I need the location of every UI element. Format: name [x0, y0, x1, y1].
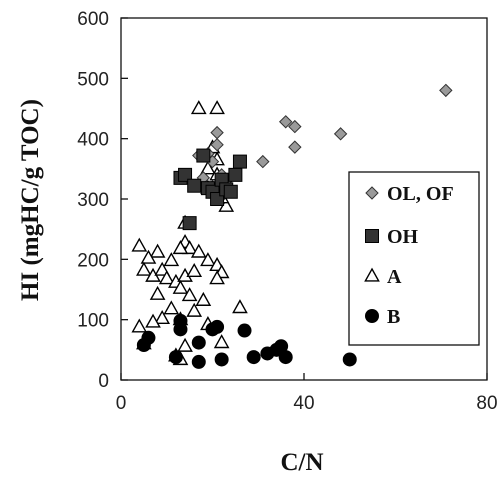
point-2-33 — [197, 293, 210, 305]
y-tick-label-2: 200 — [77, 250, 109, 271]
point-1-2 — [188, 179, 201, 192]
legend-label-3: B — [387, 306, 400, 328]
y-tick-label-5: 500 — [77, 69, 109, 90]
point-3-11 — [247, 350, 261, 364]
x-tick-label-2: 80 — [476, 393, 497, 414]
point-2-0 — [192, 102, 205, 114]
y-tick-label-1: 100 — [77, 311, 109, 332]
x-tick-label-1: 40 — [293, 393, 314, 414]
point-2-35 — [188, 304, 201, 316]
point-2-31 — [151, 287, 164, 299]
point-0-3 — [335, 128, 347, 140]
legend-label-2: A — [387, 266, 402, 288]
point-2-43 — [178, 339, 191, 351]
legend-marker-1 — [366, 230, 379, 243]
point-3-1 — [141, 331, 155, 345]
point-3-10 — [215, 352, 229, 366]
legend-label-0: OL, OF — [387, 183, 454, 205]
point-3-8 — [169, 350, 183, 364]
point-2-21 — [137, 263, 150, 275]
y-tick-label-4: 400 — [77, 130, 109, 151]
point-2-38 — [133, 320, 146, 332]
point-1-11 — [233, 155, 246, 168]
point-3-15 — [279, 350, 293, 364]
x-axis-label: C/N — [280, 449, 323, 476]
y-axis-label: HI (mgHC/g TOC) — [17, 99, 44, 301]
point-0-5 — [257, 156, 269, 168]
point-3-7 — [192, 336, 206, 350]
point-0-6 — [211, 127, 223, 139]
x-tick-label-0: 0 — [116, 393, 127, 414]
point-2-42 — [215, 336, 228, 348]
point-2-41 — [233, 301, 246, 313]
x-tick-labels: 0 40 80 — [116, 393, 498, 414]
point-1-12 — [183, 217, 196, 230]
legend-label-1: OH — [387, 226, 419, 248]
point-1-10 — [229, 168, 242, 181]
point-2-34 — [165, 302, 178, 314]
y-tick-label-0: 0 — [98, 371, 109, 392]
point-3-3 — [173, 322, 187, 336]
point-2-27 — [188, 264, 201, 276]
point-0-0 — [440, 84, 452, 96]
point-2-14 — [133, 239, 146, 251]
point-2-20 — [165, 254, 178, 266]
point-3-6 — [238, 324, 252, 338]
y-tick-label-6: 600 — [77, 9, 109, 30]
point-1-9 — [224, 185, 237, 198]
y-tick-label-3: 300 — [77, 190, 109, 211]
point-3-9 — [192, 355, 206, 369]
legend-marker-3 — [365, 309, 379, 323]
y-tick-labels: 0 100 200 300 400 500 600 — [77, 9, 109, 392]
point-3-16 — [343, 352, 357, 366]
point-2-15 — [151, 245, 164, 257]
point-0-4 — [289, 141, 301, 153]
point-1-3 — [197, 149, 210, 162]
point-3-5 — [206, 322, 220, 336]
point-2-1 — [210, 102, 223, 114]
legend: OL, OF OH AB — [349, 172, 479, 345]
